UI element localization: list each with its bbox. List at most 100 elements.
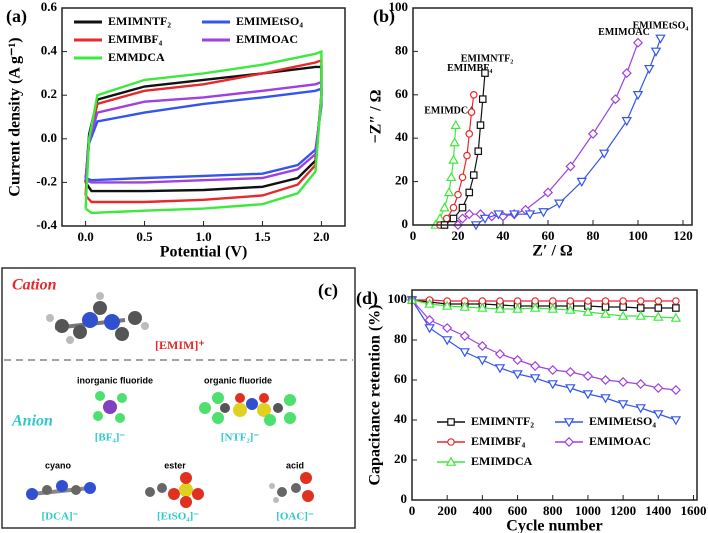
marker bbox=[529, 374, 541, 384]
marker bbox=[465, 130, 474, 138]
chart-panel: 0 20 40 60 80 100 120 0 20 40 60 80 100 Z′ / Ω −Z″ / Ω… bbox=[368, 0, 693, 260]
marker bbox=[600, 374, 611, 386]
legend-label: EMIMBF₄ bbox=[471, 434, 526, 448]
marker bbox=[442, 322, 453, 334]
class-label: ester bbox=[164, 460, 186, 470]
marker bbox=[458, 173, 467, 182]
series-line bbox=[84, 49, 323, 215]
x-tick-label: 1200 bbox=[610, 503, 636, 518]
marker bbox=[565, 161, 576, 172]
oac-molecule bbox=[269, 472, 314, 503]
y-tick-label: 0 bbox=[402, 216, 409, 231]
marker bbox=[469, 171, 478, 179]
class-label: cyano bbox=[45, 460, 72, 470]
y-tick-label: 60 bbox=[394, 371, 407, 386]
marker bbox=[477, 302, 488, 312]
marker bbox=[576, 177, 587, 188]
marker bbox=[512, 354, 523, 366]
marker bbox=[459, 348, 471, 358]
marker bbox=[441, 336, 453, 346]
marker bbox=[599, 149, 610, 159]
chart-panel: 0.0 0.5 1.0 1.5 2.0 -0.4 -0.2 0.0 0.2 0.4 0.6 Poten… bbox=[6, 0, 346, 261]
y-tick-label: 80 bbox=[394, 331, 407, 346]
series-label: EMIMDCA bbox=[424, 105, 476, 116]
marker bbox=[477, 340, 488, 352]
y-tick-label: 0 bbox=[401, 491, 408, 506]
marker bbox=[636, 304, 645, 312]
ion-label: [BF₄]⁻ bbox=[95, 432, 126, 444]
legend-label: EMIMNTF₂ bbox=[471, 414, 534, 428]
marker bbox=[654, 304, 663, 312]
y-tick-label: 60 bbox=[395, 86, 408, 101]
cation-title: Cation bbox=[12, 277, 57, 294]
marker bbox=[653, 382, 664, 394]
class-label: acid bbox=[286, 460, 304, 470]
marker bbox=[547, 364, 558, 376]
series-label: EMIMOAC bbox=[598, 27, 650, 38]
marker bbox=[542, 187, 554, 198]
marker bbox=[565, 384, 576, 394]
marker bbox=[481, 69, 489, 77]
marker bbox=[653, 410, 664, 420]
class-label: inorganic fluoride bbox=[77, 375, 153, 385]
y-tick-label: 40 bbox=[394, 411, 407, 426]
y-axis-label: Capacitance retention (%) bbox=[367, 305, 384, 486]
marker bbox=[670, 416, 682, 426]
series-line bbox=[411, 299, 676, 319]
marker bbox=[621, 68, 632, 79]
x-tick-label: 0.0 bbox=[77, 229, 93, 244]
marker bbox=[496, 297, 504, 305]
y-tick-label: 0.0 bbox=[41, 130, 57, 145]
marker bbox=[457, 213, 468, 224]
series-label: EMIMBF₄ bbox=[447, 63, 492, 74]
marker bbox=[448, 154, 459, 164]
marker bbox=[509, 210, 520, 220]
marker bbox=[600, 308, 611, 318]
x-tick-label: 200 bbox=[437, 503, 457, 518]
marker bbox=[554, 199, 565, 209]
marker bbox=[529, 302, 541, 312]
legend-marker bbox=[445, 456, 457, 466]
x-tick-label: 0.5 bbox=[136, 229, 153, 244]
x-tick-label: 120 bbox=[673, 228, 693, 243]
marker bbox=[442, 214, 451, 223]
panel-label: (c) bbox=[318, 280, 338, 301]
marker bbox=[636, 297, 645, 305]
legend-marker bbox=[447, 418, 455, 426]
series-line bbox=[84, 86, 323, 182]
marker bbox=[584, 297, 592, 305]
series-line bbox=[475, 38, 662, 226]
x-tick-label: 40 bbox=[497, 228, 510, 243]
x-axis-label: Cycle number bbox=[506, 518, 602, 533]
series-label: EMIMNTF₂ bbox=[461, 53, 513, 64]
marker bbox=[464, 209, 475, 220]
x-tick-label: 1.0 bbox=[195, 229, 211, 244]
legend-marker bbox=[447, 438, 455, 446]
x-tick-label: 800 bbox=[543, 503, 563, 518]
marker bbox=[494, 364, 506, 374]
x-axis-label: Z′ / Ω bbox=[532, 243, 573, 260]
plot-frame bbox=[411, 289, 698, 501]
marker bbox=[493, 210, 504, 220]
x-tick-label: 60 bbox=[542, 228, 555, 243]
x-tick-label: 2.0 bbox=[313, 229, 329, 244]
marker bbox=[538, 208, 549, 218]
marker bbox=[424, 298, 435, 308]
panel-c: (c) Cation [EMIM]⁺ Anion inorganic fluor… bbox=[1, 267, 356, 529]
x-tick-label: 20 bbox=[452, 228, 465, 243]
marker bbox=[653, 311, 664, 321]
marker bbox=[618, 376, 629, 388]
marker bbox=[512, 303, 523, 313]
y-axis-label: −Z″ / Ω bbox=[368, 89, 385, 143]
marker bbox=[459, 330, 470, 342]
marker bbox=[600, 394, 611, 404]
marker bbox=[465, 188, 474, 197]
panel-frame bbox=[1, 267, 356, 529]
ion-label: [EtSO₄]⁻ bbox=[157, 511, 199, 523]
marker bbox=[449, 214, 458, 223]
marker bbox=[439, 202, 450, 212]
plot-frame bbox=[412, 7, 693, 226]
marker bbox=[565, 366, 576, 378]
marker bbox=[424, 324, 435, 334]
